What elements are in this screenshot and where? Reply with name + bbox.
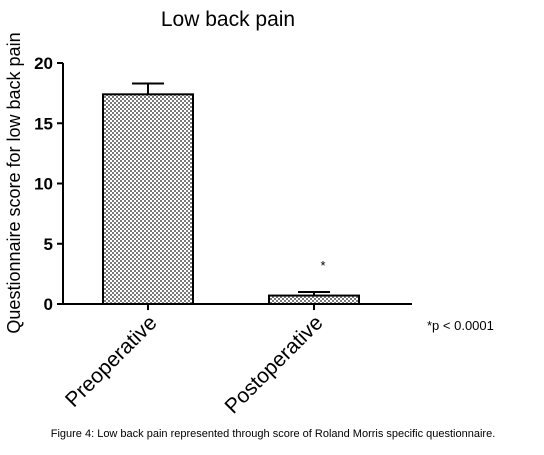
bar-postoperative bbox=[268, 294, 360, 306]
bar-preoperative bbox=[102, 93, 194, 305]
y-tick-label: 5 bbox=[44, 235, 53, 254]
significance-marker: * bbox=[320, 258, 325, 273]
plot-area: 0 5 10 15 20 Preoperative Postoperative * bbox=[34, 54, 412, 418]
chart-title: Low back pain bbox=[161, 8, 295, 31]
y-axis-label: Questionnaire score for low back pain bbox=[4, 32, 24, 333]
y-tick-label: 15 bbox=[34, 114, 53, 133]
x-tick-label-postoperative: Postoperative bbox=[220, 311, 327, 418]
x-tick-label-preoperative: Preoperative bbox=[61, 311, 161, 411]
y-tick-label: 0 bbox=[44, 295, 53, 314]
y-tick-label: 10 bbox=[34, 175, 53, 194]
footnote: *p < 0.0001 bbox=[427, 318, 494, 333]
figure-caption: Figure 4: Low back pain represented thro… bbox=[50, 428, 496, 440]
y-tick-label: 20 bbox=[34, 54, 53, 73]
bar-chart: Low back pain Questionnaire score for lo… bbox=[4, 8, 494, 418]
